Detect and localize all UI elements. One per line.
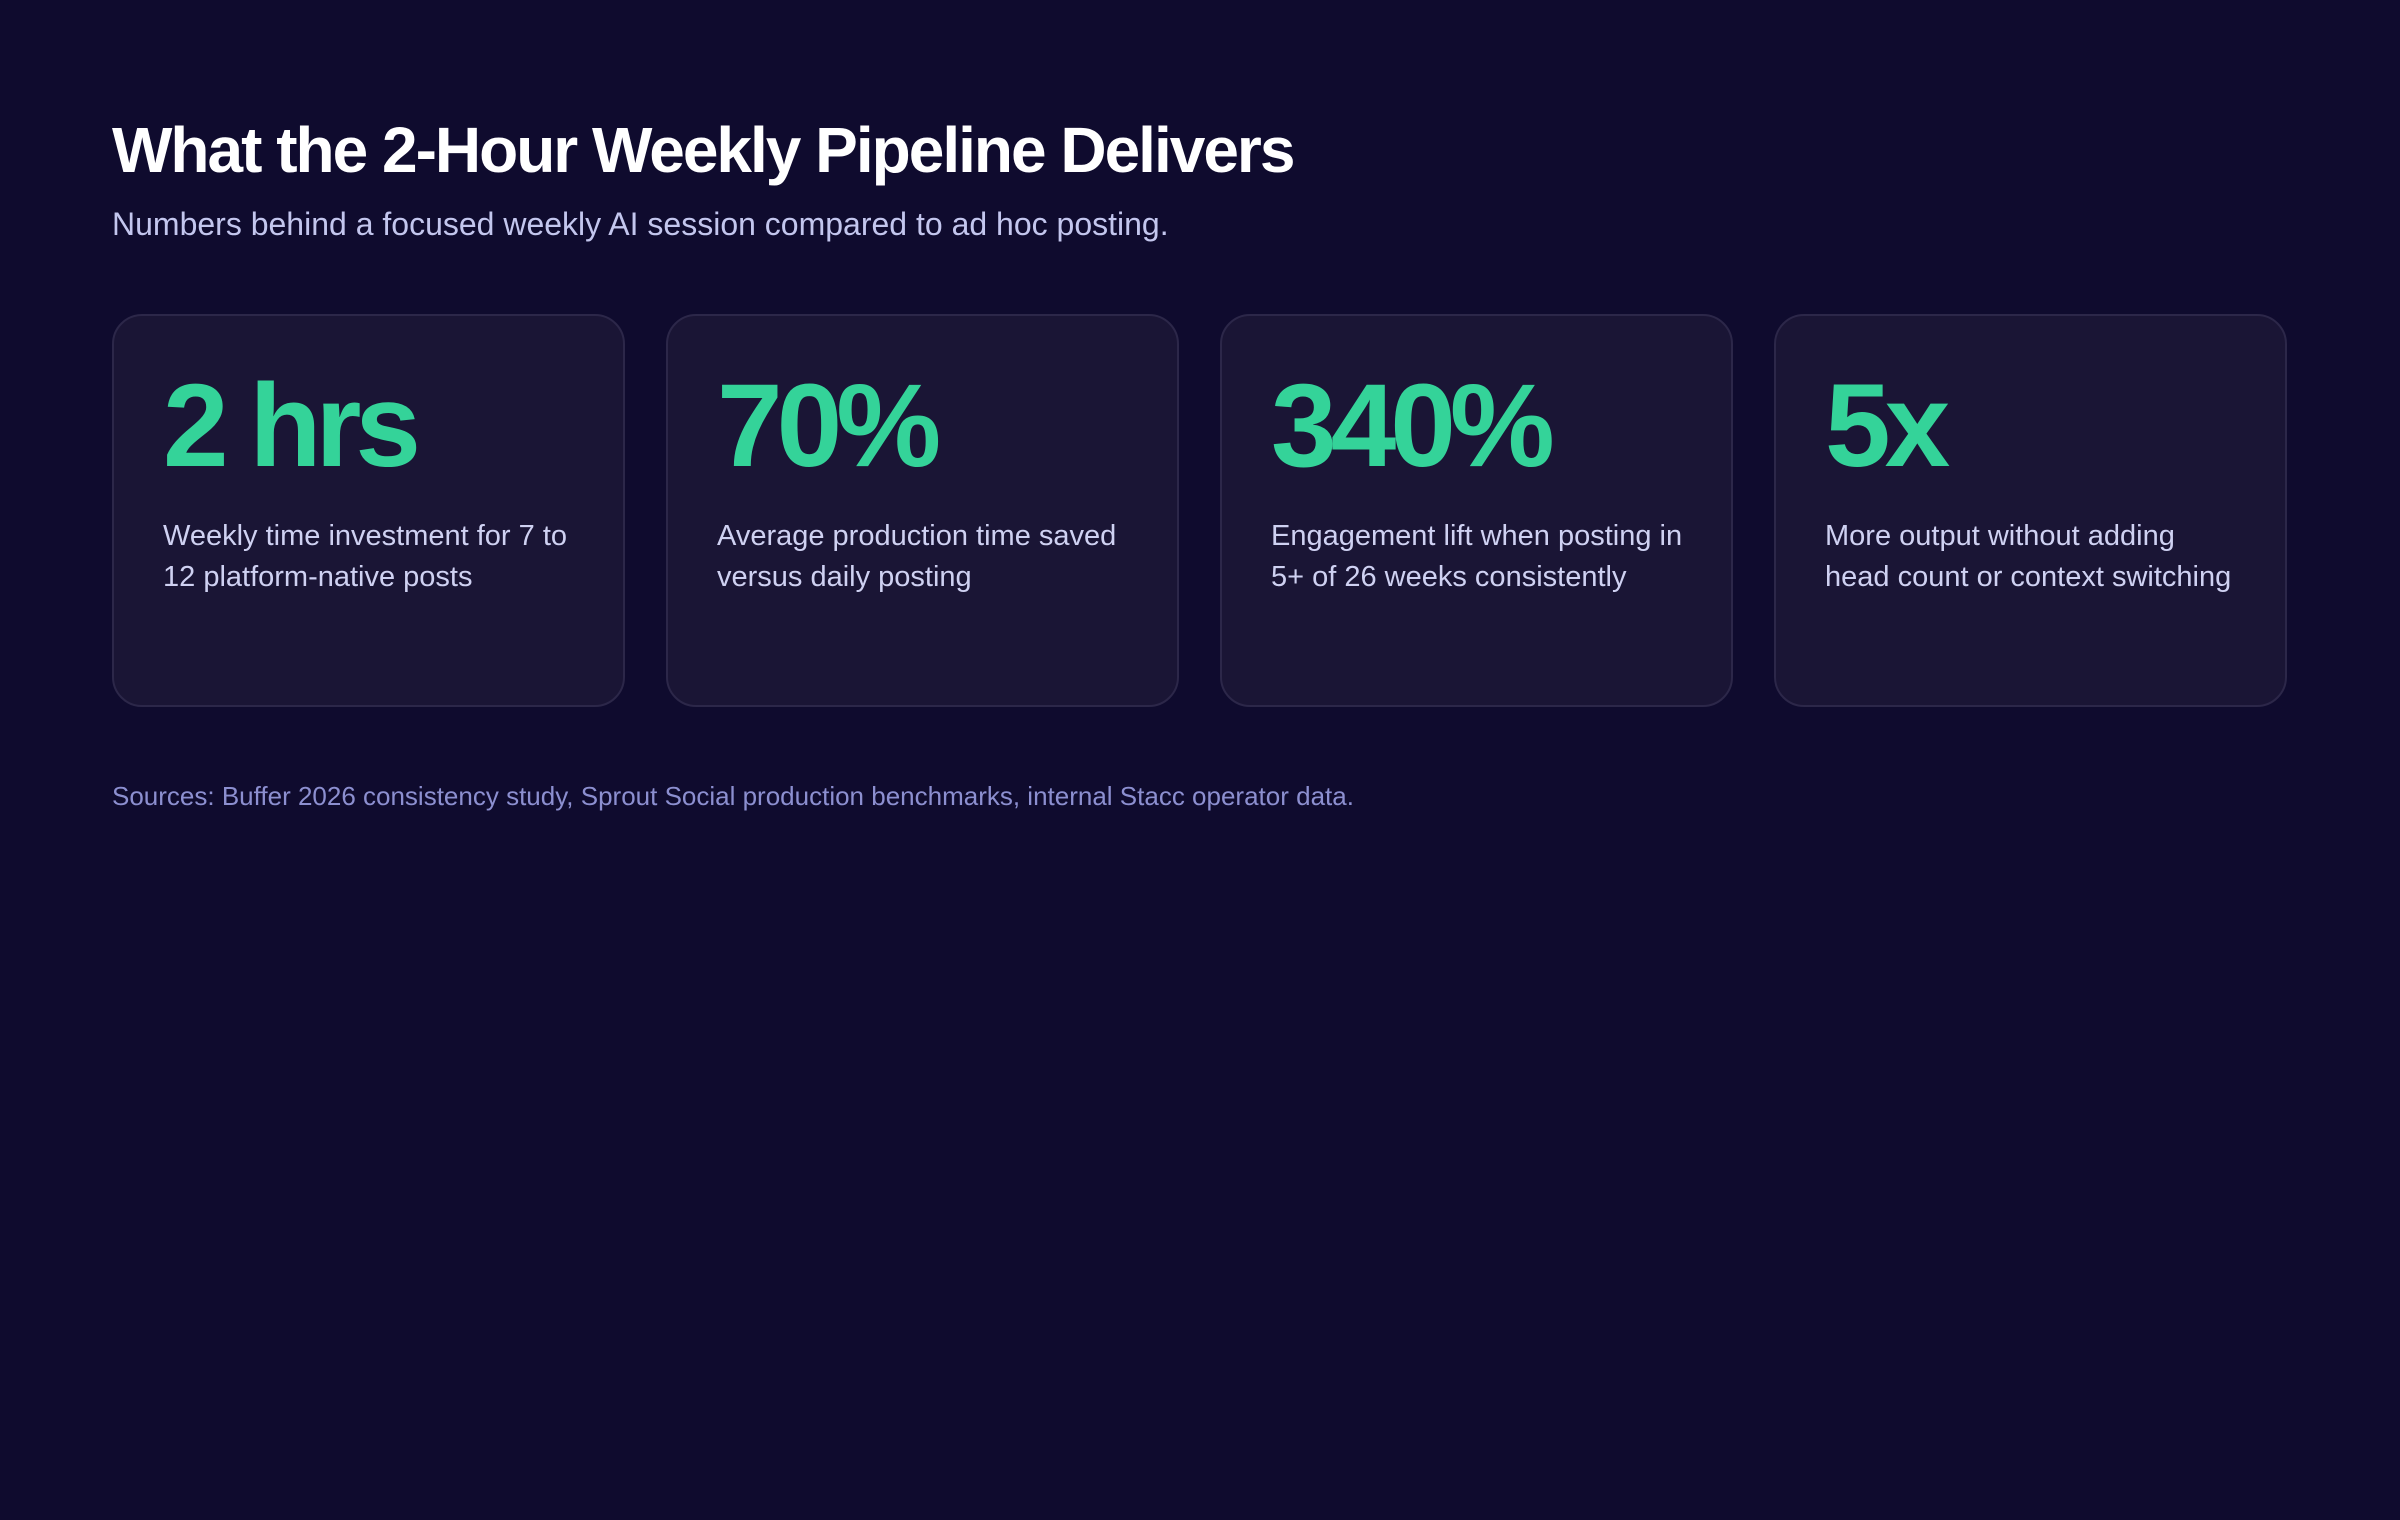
sources-footnote: Sources: Buffer 2026 consistency study, …	[112, 781, 1354, 811]
page-title: What the 2-Hour Weekly Pipeline Delivers	[112, 114, 1295, 186]
stat-description: Average production time saved versus dai…	[717, 520, 1117, 593]
stat-description: More output without adding head count or…	[1825, 520, 2232, 593]
page-subtitle: Numbers behind a focused weekly AI sessi…	[112, 206, 1169, 242]
stat-description: Weekly time investment for 7 to 12 platf…	[163, 520, 568, 593]
stat-description: Engagement lift when posting in 5+ of 26…	[1271, 520, 1683, 593]
stat-cards: 2 hrs Weekly time investment for 7 to 12…	[112, 314, 2288, 707]
stat-value: 2 hrs	[163, 360, 421, 492]
stat-value: 70%	[717, 360, 941, 492]
stat-card-time-investment: 2 hrs Weekly time investment for 7 to 12…	[112, 314, 625, 707]
stat-card-time-saved: 70% Average production time saved versus…	[666, 314, 1179, 707]
stat-value: 340%	[1271, 360, 1555, 492]
stat-value: 5x	[1825, 360, 1950, 492]
stat-card-engagement-lift: 340% Engagement lift when posting in 5+ …	[1220, 314, 1733, 707]
stat-card-output-multiplier: 5x More output without adding head count…	[1774, 314, 2287, 707]
